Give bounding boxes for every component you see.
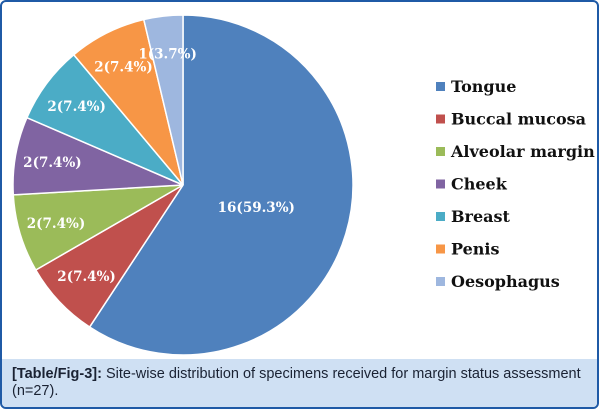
legend-swatch-alveolar-margin (436, 147, 445, 156)
legend-swatch-cheek (436, 179, 445, 189)
pie-slice-tongue (88, 14, 354, 356)
caption-text: Site-wise distribution of specimens rece… (12, 366, 581, 399)
data-label-oesophagus: 1(3.7%) (138, 46, 196, 62)
slice-labels: 16(59.3%) 2(7.4%) 2(7.4%) 2(7.4%) 2(7.4%) 2(7… (23, 46, 295, 285)
legend-swatch-breast (436, 212, 445, 221)
data-label-alveolar-margin: 2(7.4%) (27, 216, 85, 232)
legend-label-breast: Breast (451, 207, 511, 226)
pie-slice-oesophagus (142, 14, 184, 186)
figure-caption: [Table/Fig-3]: Site-wise distribution of… (2, 359, 597, 407)
caption-ref: [Table/Fig-3]: (12, 366, 106, 382)
data-label-cheek: 2(7.4%) (23, 155, 81, 171)
legend-label-oesophagus: Oesophagus (451, 272, 560, 291)
data-label-penis: 2(7.4%) (94, 60, 152, 76)
legend-label-cheek: Cheek (451, 175, 508, 194)
legend-label-buccal-mucosa: Buccal mucosa (451, 110, 586, 129)
legend-swatch-penis (436, 244, 445, 254)
data-label-tongue: 16(59.3%) (218, 200, 295, 216)
data-label-buccal-mucosa: 2(7.4%) (57, 269, 115, 285)
legend-label-penis: Penis (451, 240, 500, 259)
legend-swatch-oesophagus (436, 277, 445, 286)
pie-chart: 16(59.3%) 2(7.4%) 2(7.4%) 2(7.4%) 2(7.4%) 2(7… (12, 14, 595, 356)
legend-label-alveolar-margin: Alveolar margin (450, 142, 595, 161)
legend-swatch-buccal-mucosa (436, 114, 445, 124)
legend: Tongue Buccal mucosa Alveolar margin Cheek B… (436, 77, 595, 291)
legend-label-tongue: Tongue (451, 77, 516, 96)
data-label-breast: 2(7.4%) (47, 99, 105, 115)
legend-swatch-tongue (436, 82, 445, 91)
